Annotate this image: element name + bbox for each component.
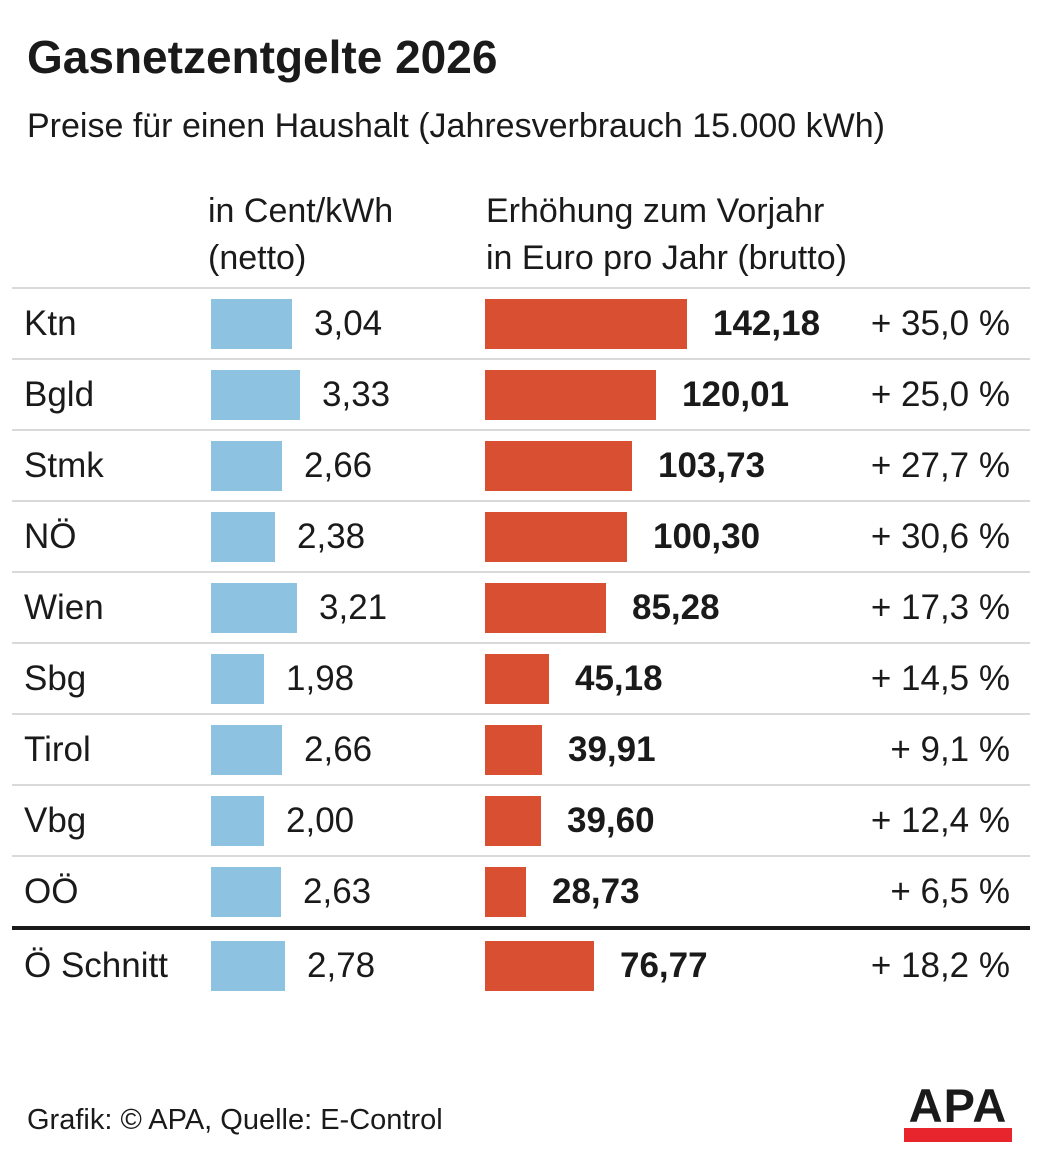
value-increase-percent: + 27,7 % [870,445,1010,485]
value-increase-euro: 45,18 [575,658,663,698]
apa-logo-text: APA [908,1079,1008,1132]
category-label: Wien [24,587,104,627]
value-increase-percent: + 17,3 % [870,587,1010,627]
bar-increase-euro [485,582,606,633]
value-increase-euro: 103,73 [658,445,766,485]
value-cent-per-kwh: 3,33 [322,374,391,414]
value-cent-per-kwh: 2,66 [304,445,373,485]
bar-cent-per-kwh [211,369,300,420]
bar-increase-euro [485,866,526,917]
category-label: NÖ [24,516,77,556]
category-label: Ö Schnitt [24,945,168,985]
value-increase-euro: 100,30 [653,516,761,556]
bar-cent-per-kwh [211,298,292,349]
category-label: Vbg [24,800,87,840]
value-increase-percent: + 25,0 % [870,374,1010,414]
value-cent-per-kwh: 2,63 [303,871,372,911]
value-increase-percent: + 30,6 % [870,516,1010,556]
table-row: Stmk 2,66 103,73 + 27,7 % [12,429,1030,500]
value-increase-euro: 142,18 [713,303,821,343]
value-increase-percent: + 12,4 % [870,800,1010,840]
category-label: Tirol [24,729,91,769]
table-row: Ktn 3,04 142,18 + 35,0 % [12,287,1030,358]
bar-increase-euro [485,653,549,704]
value-cent-per-kwh: 2,78 [307,945,376,985]
category-label: Sbg [24,658,87,698]
column-header-cent-line1: in Cent/kWh [208,192,394,230]
value-increase-percent: + 6,5 % [890,871,1010,911]
bar-increase-euro [485,795,541,846]
value-increase-percent: + 14,5 % [870,658,1010,698]
chart-title: Gasnetzentgelte 2026 [27,31,498,83]
bar-increase-euro [485,940,594,991]
value-cent-per-kwh: 3,21 [319,587,388,627]
table-row: NÖ 2,38 100,30 + 30,6 % [12,500,1030,571]
table-row: Bgld 3,33 120,01 + 25,0 % [12,358,1030,429]
bar-cent-per-kwh [211,940,285,991]
bar-cent-per-kwh [211,653,264,704]
table-row: Sbg 1,98 45,18 + 14,5 % [12,642,1030,713]
bar-cent-per-kwh [211,724,282,775]
category-label: Bgld [24,374,95,414]
chart-subtitle: Preise für einen Haushalt (Jahresverbrau… [27,107,885,145]
bar-increase-euro [485,440,632,491]
value-increase-euro: 39,60 [567,800,655,840]
value-increase-percent: + 9,1 % [890,729,1010,769]
bar-cent-per-kwh [211,582,297,633]
column-header-euro-line2: in Euro pro Jahr (brutto) [486,239,847,277]
value-cent-per-kwh: 1,98 [286,658,355,698]
value-increase-percent: + 18,2 % [870,945,1010,985]
credit-text: Grafik: © APA, Quelle: E-Control [27,1104,443,1136]
table-row: OÖ 2,63 28,73 + 6,5 % [12,855,1030,926]
table-row: Tirol 2,66 39,91 + 9,1 % [12,713,1030,784]
value-increase-euro: 28,73 [552,871,640,911]
bar-increase-euro [485,724,542,775]
bar-increase-euro [485,369,656,420]
table-row: Wien 3,21 85,28 + 17,3 % [12,571,1030,642]
value-increase-percent: + 35,0 % [870,303,1010,343]
category-label: Stmk [24,445,104,485]
value-increase-euro: 85,28 [632,587,720,627]
table-row: Vbg 2,00 39,60 + 12,4 % [12,784,1030,855]
bar-cent-per-kwh [211,795,264,846]
column-header-cent-line2: (netto) [208,239,307,277]
bar-cent-per-kwh [211,440,282,491]
bar-cent-per-kwh [211,866,281,917]
value-cent-per-kwh: 2,66 [304,729,373,769]
category-label: Ktn [24,303,77,343]
value-cent-per-kwh: 2,00 [286,800,355,840]
value-cent-per-kwh: 2,38 [297,516,366,556]
value-cent-per-kwh: 3,04 [314,303,383,343]
column-header-euro-line1: Erhöhung zum Vorjahr [486,192,825,230]
apa-logo: APA [904,1079,1012,1142]
bar-increase-euro [485,298,687,349]
category-label: OÖ [24,871,79,911]
bar-increase-euro [485,511,627,562]
apa-logo-red-bar [904,1128,1012,1142]
table: Ktn 3,04 142,18 + 35,0 % Bgld 3,33 120,01 + 25,… [12,287,1030,1001]
bar-cent-per-kwh [211,511,275,562]
value-increase-euro: 120,01 [682,374,790,414]
value-increase-euro: 76,77 [620,945,708,985]
table-row-average: Ö Schnitt 2,78 76,77 + 18,2 % [12,926,1030,1001]
column-header-cent-per-kwh: in Cent/kWh (netto) [208,188,393,282]
column-header-euro-increase: Erhöhung zum Vorjahr in Euro pro Jahr (b… [486,188,847,282]
value-increase-euro: 39,91 [568,729,656,769]
